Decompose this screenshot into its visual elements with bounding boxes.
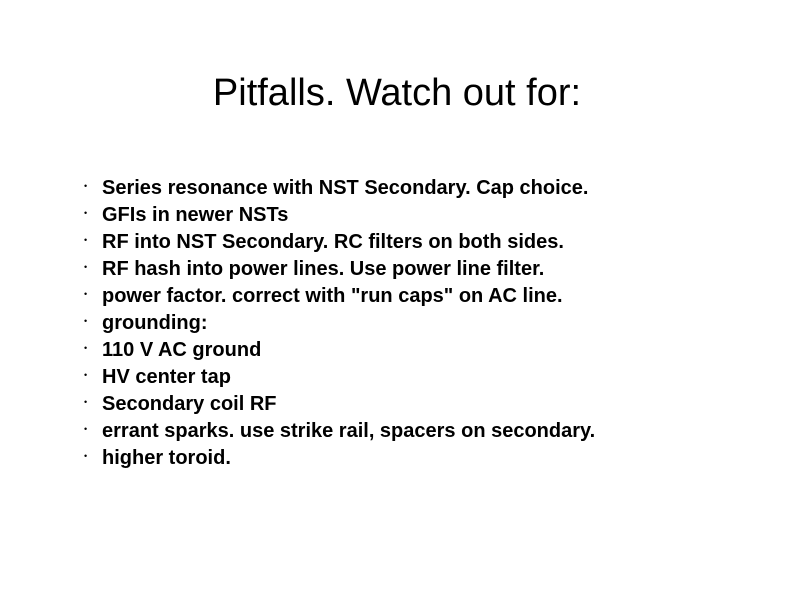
bullet-list: Series resonance with NST Secondary. Cap…	[0, 175, 794, 471]
list-item: grounding:	[90, 310, 754, 336]
list-item: GFIs in newer NSTs	[90, 202, 754, 228]
bullet-text: HV center tap	[102, 366, 231, 388]
bullet-text: 110 V AC ground	[102, 339, 261, 361]
slide-title: Pitfalls. Watch out for:	[0, 0, 794, 175]
list-item: higher toroid.	[90, 445, 754, 471]
bullet-text: Secondary coil RF	[102, 393, 277, 415]
bullet-text: RF hash into power lines. Use power line…	[102, 258, 544, 280]
list-item: RF hash into power lines. Use power line…	[90, 256, 754, 282]
bullet-text: power factor. correct with "run caps" on…	[102, 285, 563, 307]
bullet-text: Series resonance with NST Secondary. Cap…	[102, 177, 588, 199]
bullet-text: higher toroid.	[102, 447, 231, 469]
bullet-text: grounding:	[102, 312, 208, 334]
list-item: HV center tap	[90, 364, 754, 390]
list-item: RF into NST Secondary. RC filters on bot…	[90, 229, 754, 255]
bullet-text: RF into NST Secondary. RC filters on bot…	[102, 231, 564, 253]
bullet-text: errant sparks. use strike rail, spacers …	[102, 420, 595, 442]
list-item: power factor. correct with "run caps" on…	[90, 283, 754, 309]
list-item: Series resonance with NST Secondary. Cap…	[90, 175, 754, 201]
list-item: 110 V AC ground	[90, 337, 754, 363]
list-item: Secondary coil RF	[90, 391, 754, 417]
bullet-text: GFIs in newer NSTs	[102, 204, 288, 226]
list-item: errant sparks. use strike rail, spacers …	[90, 418, 754, 444]
